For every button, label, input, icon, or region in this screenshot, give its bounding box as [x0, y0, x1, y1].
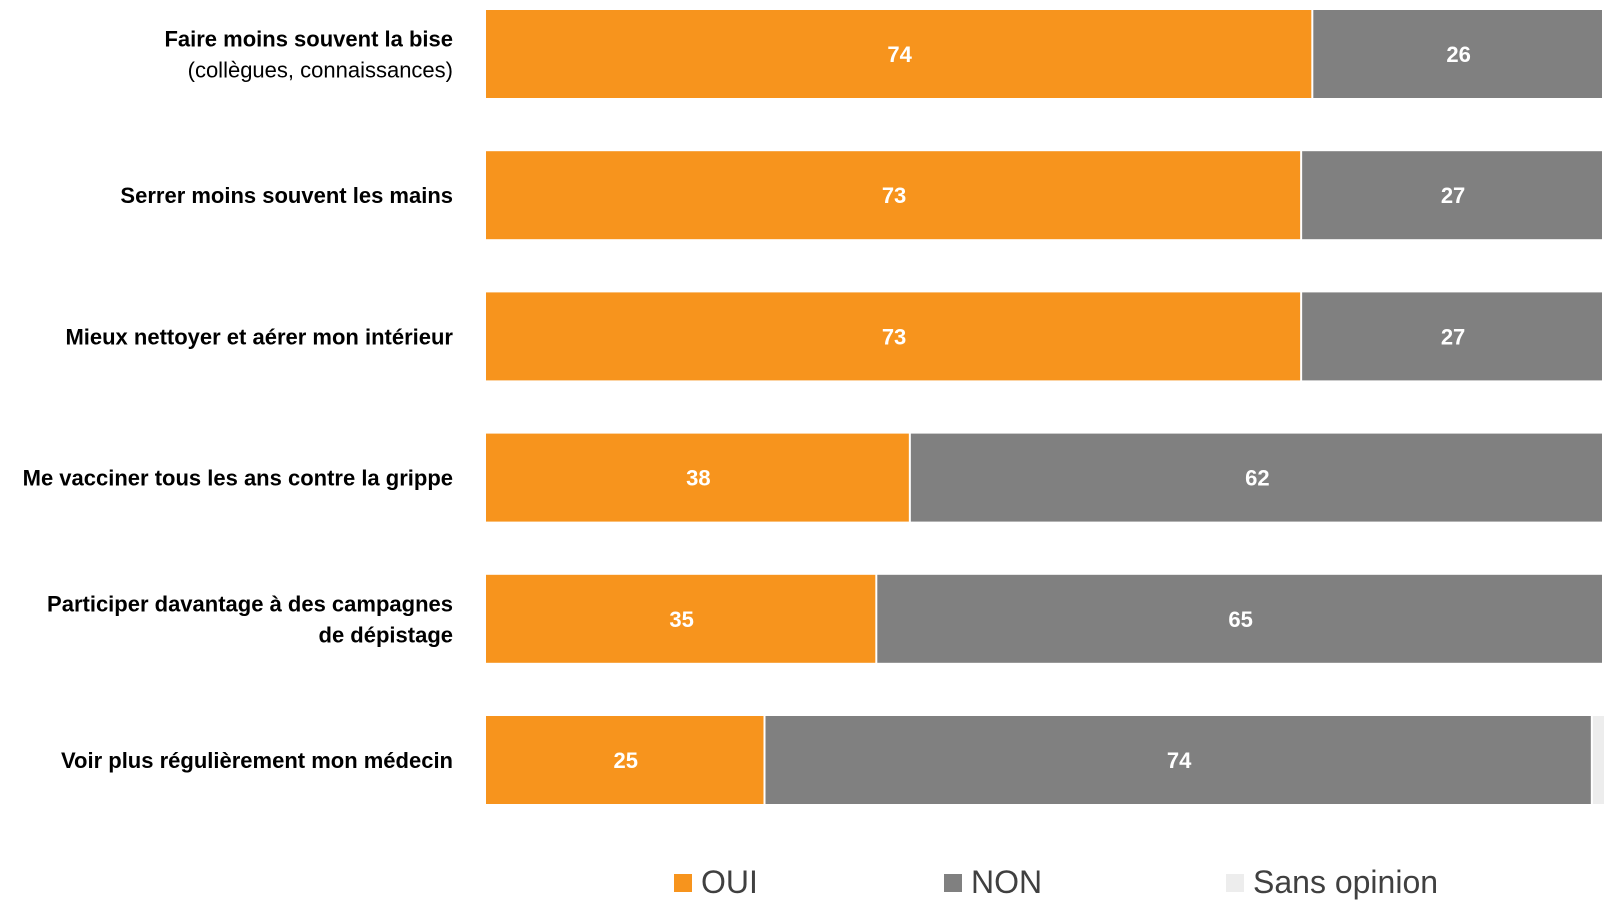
bar-non-3: [910, 433, 1602, 522]
data-label-oui-0: 74: [887, 42, 912, 67]
category-label-4-line-0: Participer davantage à des campagnes: [47, 591, 453, 616]
bar-oui-1: [486, 151, 1301, 240]
legend-label-non: NON: [971, 864, 1042, 900]
bar-oui-4: [486, 574, 876, 663]
legend-swatch-non: [944, 874, 962, 892]
category-label-4-line-1: de dépistage: [319, 622, 453, 647]
category-labels-group: Faire moins souvent la bise (collègues, c…: [23, 27, 454, 774]
bar-oui-2: [486, 292, 1301, 381]
data-label-oui-5: 25: [614, 748, 638, 773]
bar-non-1: [1302, 151, 1602, 240]
data-label-oui-4: 35: [669, 607, 693, 632]
data-label-non-4: 65: [1228, 607, 1252, 632]
data-label-non-3: 62: [1245, 466, 1269, 491]
bar-non-4: [877, 574, 1602, 663]
legend-label-sans-opinion: Sans opinion: [1253, 864, 1438, 900]
legend: OUI NON Sans opinion: [674, 864, 1438, 900]
legend-label-oui: OUI: [701, 864, 758, 900]
data-label-oui-1: 73: [882, 183, 906, 208]
bar-oui-5: [486, 716, 764, 804]
data-label-non-0: 26: [1446, 42, 1470, 67]
bar-non-2: [1302, 292, 1602, 381]
category-label-1-line-0: Serrer moins souvent les mains: [120, 183, 453, 208]
category-label-0-line-1: (collègues, connaissances): [188, 58, 453, 83]
category-label-2-line-0: Mieux nettoyer et aérer mon intérieur: [65, 324, 453, 349]
legend-swatch-oui: [674, 874, 692, 892]
legend-swatch-sans-opinion: [1226, 874, 1244, 892]
bar-oui-3: [486, 433, 909, 522]
data-label-non-2: 27: [1441, 324, 1465, 349]
data-label-oui-3: 38: [686, 466, 710, 491]
data-label-non-5: 74: [1167, 748, 1192, 773]
bar-oui-0: [486, 10, 1312, 98]
bar-non-5: [765, 716, 1591, 804]
category-label-3-line-0: Me vacciner tous les ans contre la gripp…: [23, 466, 453, 491]
category-label-5-line-0: Voir plus régulièrement mon médecin: [61, 748, 453, 773]
bar-sans-opinion-5: [1592, 716, 1604, 804]
bar-non-0: [1313, 10, 1602, 98]
data-label-non-1: 27: [1441, 183, 1465, 208]
category-label-0-line-0: Faire moins souvent la bise: [164, 27, 453, 52]
bars-group: 74 26 73 27 73 27 38 62 35 65 25 74: [486, 10, 1604, 804]
data-label-oui-2: 73: [882, 324, 906, 349]
